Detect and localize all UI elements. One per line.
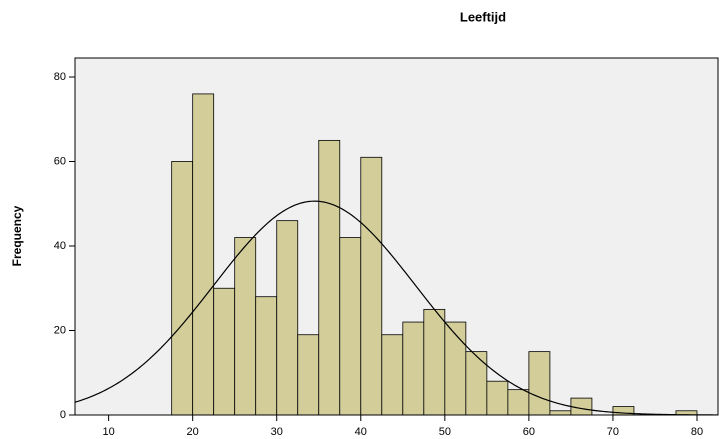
bar: [549, 410, 572, 416]
bar: [486, 380, 509, 416]
y-tick-label: 40: [54, 240, 66, 252]
x-tick-label: 70: [607, 426, 619, 438]
bar: [192, 93, 215, 416]
bar: [570, 397, 593, 416]
bar: [507, 389, 530, 416]
bar: [171, 161, 194, 416]
y-tick-label: 80: [54, 71, 66, 83]
bar: [465, 351, 488, 416]
bar: [339, 237, 362, 416]
y-axis-title: Frequency: [10, 205, 24, 266]
x-tick-label: 80: [691, 426, 703, 438]
bar: [276, 220, 299, 416]
x-tick-label: 10: [102, 426, 114, 438]
bar: [297, 334, 320, 416]
bar: [381, 334, 404, 416]
bar: [528, 351, 551, 416]
bar: [402, 321, 425, 416]
bar: [423, 308, 446, 416]
x-tick-label: 20: [187, 426, 199, 438]
chart-title: Leeftijd: [460, 9, 506, 24]
bar: [255, 296, 278, 416]
bar: [444, 321, 467, 416]
y-tick-label: 60: [54, 155, 66, 167]
bar: [318, 139, 341, 416]
x-tick-label: 50: [439, 426, 451, 438]
x-tick-label: 60: [523, 426, 535, 438]
plot-frame: [74, 57, 719, 416]
y-tick-label: 0: [60, 409, 66, 421]
x-tick-label: 40: [355, 426, 367, 438]
bar: [360, 156, 383, 416]
x-tick-label: 30: [271, 426, 283, 438]
bar: [234, 237, 257, 416]
normal-curve: [74, 200, 719, 416]
bar: [213, 287, 236, 416]
y-tick-label: 20: [54, 324, 66, 336]
